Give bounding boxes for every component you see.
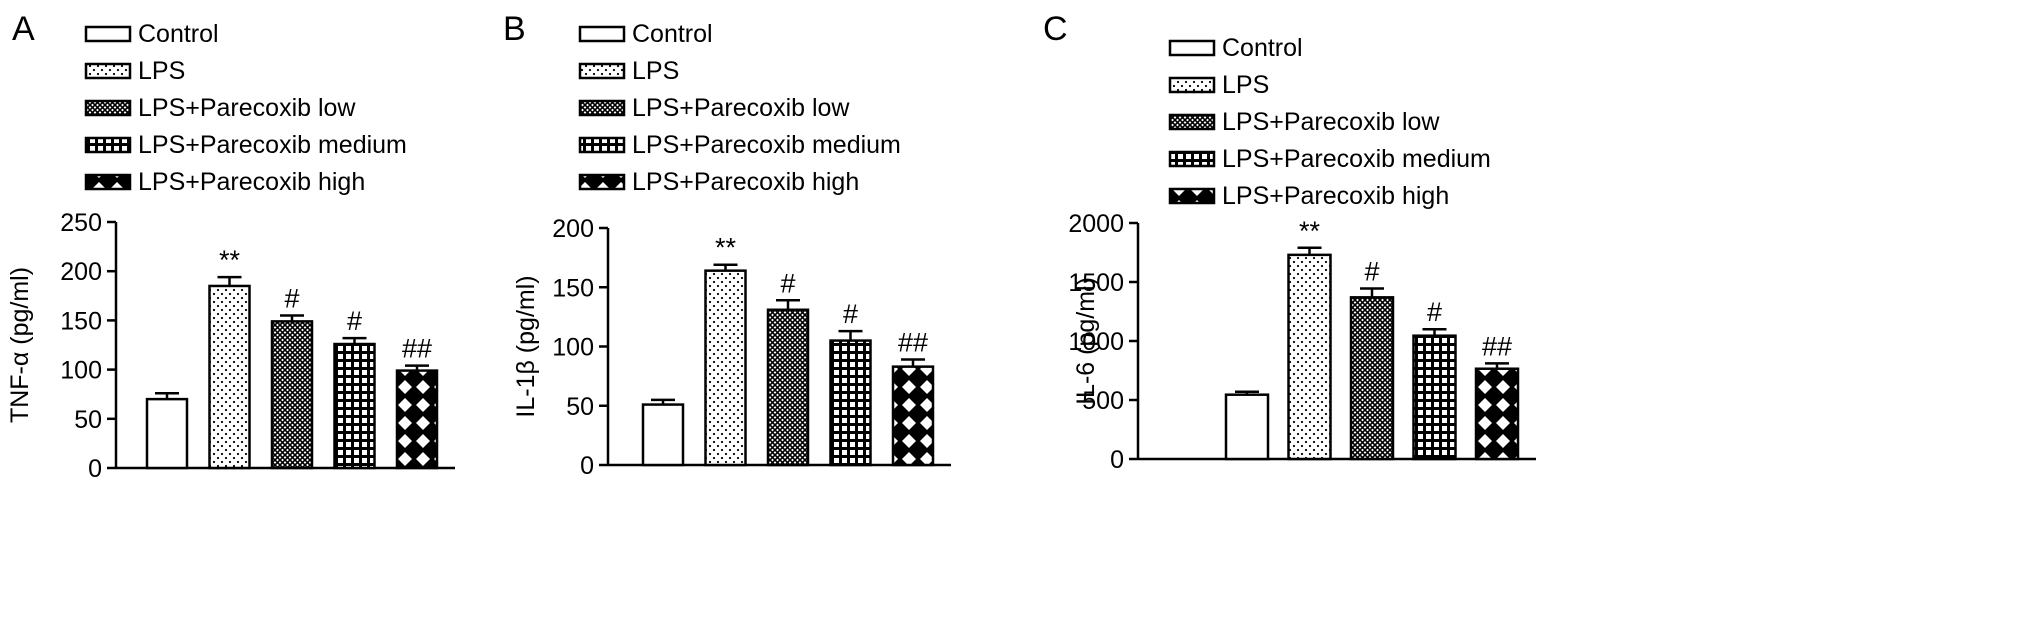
y-tick-label: 50: [566, 393, 594, 421]
legend-swatch: [84, 62, 132, 80]
bar-lps-parecoxib-low: [270, 320, 314, 470]
y-tick-label: 2000: [1068, 210, 1124, 238]
legend-swatch: [84, 99, 132, 117]
legend-entry: LPS: [1222, 71, 1269, 99]
significance-marker: ##: [402, 334, 432, 364]
legend-entry: Control: [632, 20, 713, 48]
bar-lps-parecoxib-high: [395, 369, 439, 470]
legend-swatch: [84, 25, 132, 43]
y-axis-label: IL-1β (pg/ml): [512, 275, 540, 417]
y-tick-label: 0: [88, 455, 102, 483]
bar-lps-parecoxib-medium: [333, 342, 376, 470]
panel-label: C: [1043, 10, 1068, 48]
significance-marker: #: [1364, 256, 1379, 286]
significance-marker: **: [715, 233, 737, 263]
significance-marker: **: [1299, 216, 1321, 246]
y-tick-label: 0: [1110, 446, 1124, 474]
bar-lps-parecoxib-high: [1474, 367, 1520, 461]
legend-entry: LPS+Parecoxib medium: [138, 131, 407, 159]
significance-marker: #: [284, 283, 299, 313]
chart-panel-A: A Control LPS LPS+Parecoxib low LPS+Parecoxi…: [6, 10, 455, 483]
legend-entry: LPS+Parecoxib medium: [632, 131, 901, 159]
legend-entry: LPS: [632, 57, 679, 85]
legend-entry: LPS+Parecoxib medium: [1222, 145, 1491, 173]
legend-swatch: [1168, 76, 1216, 94]
legend-swatch: [578, 173, 626, 191]
legend-swatch: [84, 173, 132, 191]
bar-control: [145, 397, 189, 470]
y-axis-label: TNF-α (pg/ml): [6, 267, 34, 423]
significance-marker: #: [780, 268, 795, 298]
bar-lps: [1287, 253, 1332, 461]
y-tick-label: 100: [60, 357, 102, 385]
y-tick-label: 1500: [1068, 269, 1124, 297]
bar-lps: [208, 284, 251, 470]
y-tick-label: 200: [60, 258, 102, 286]
legend-swatch: [84, 136, 132, 154]
significance-marker: ##: [898, 328, 928, 358]
chart-panel-C: C Control LPS LPS+Parecoxib low LPS+Parecoxi…: [1043, 10, 1536, 474]
legend-entry: LPS+Parecoxib high: [1222, 182, 1449, 210]
legend-entry: LPS+Parecoxib high: [632, 168, 859, 196]
legend-entry: LPS+Parecoxib high: [138, 168, 365, 196]
bar-lps: [704, 269, 747, 467]
legend-swatch: [578, 62, 626, 80]
y-tick-label: 150: [60, 307, 102, 335]
y-tick-label: 200: [552, 215, 594, 243]
panel-label: B: [503, 10, 526, 48]
legend-swatch: [578, 99, 626, 117]
significance-marker: #: [1427, 297, 1442, 327]
panel-label: A: [12, 10, 35, 48]
chart-panel-B: B Control LPS LPS+Parecoxib low LPS+Parecoxi…: [503, 10, 951, 480]
bar-lps-parecoxib-medium: [829, 339, 872, 467]
bar-lps-parecoxib-low: [1349, 296, 1395, 461]
legend-swatch: [578, 136, 626, 154]
significance-marker: **: [219, 245, 241, 275]
legend-entry: LPS+Parecoxib low: [1222, 108, 1440, 136]
y-tick-label: 100: [552, 334, 594, 362]
significance-marker: ##: [1482, 331, 1512, 361]
y-tick-label: 500: [1082, 387, 1124, 415]
significance-marker: #: [347, 306, 362, 336]
y-tick-label: 150: [552, 274, 594, 302]
bar-lps-parecoxib-medium: [1412, 334, 1457, 461]
legend-entry: Control: [138, 20, 219, 48]
y-tick-label: 250: [60, 209, 102, 237]
legend-entry: LPS+Parecoxib low: [138, 94, 356, 122]
y-tick-label: 0: [580, 452, 594, 480]
y-axis-label: IL-6 (pg/ml): [1072, 277, 1100, 405]
legend-entry: LPS: [138, 57, 185, 85]
bar-control: [641, 403, 685, 467]
legend-swatch: [1168, 113, 1216, 131]
legend-swatch: [1168, 39, 1216, 57]
bar-lps-parecoxib-high: [891, 365, 935, 467]
legend-entry: Control: [1222, 34, 1303, 62]
legend-swatch: [578, 25, 626, 43]
y-tick-label: 50: [74, 406, 102, 434]
legend-swatch: [1168, 150, 1216, 168]
bar-control: [1224, 393, 1270, 461]
significance-marker: #: [843, 299, 858, 329]
bar-lps-parecoxib-low: [766, 308, 810, 467]
legend-swatch: [1168, 187, 1216, 205]
y-tick-label: 1000: [1068, 328, 1124, 356]
legend-entry: LPS+Parecoxib low: [632, 94, 850, 122]
